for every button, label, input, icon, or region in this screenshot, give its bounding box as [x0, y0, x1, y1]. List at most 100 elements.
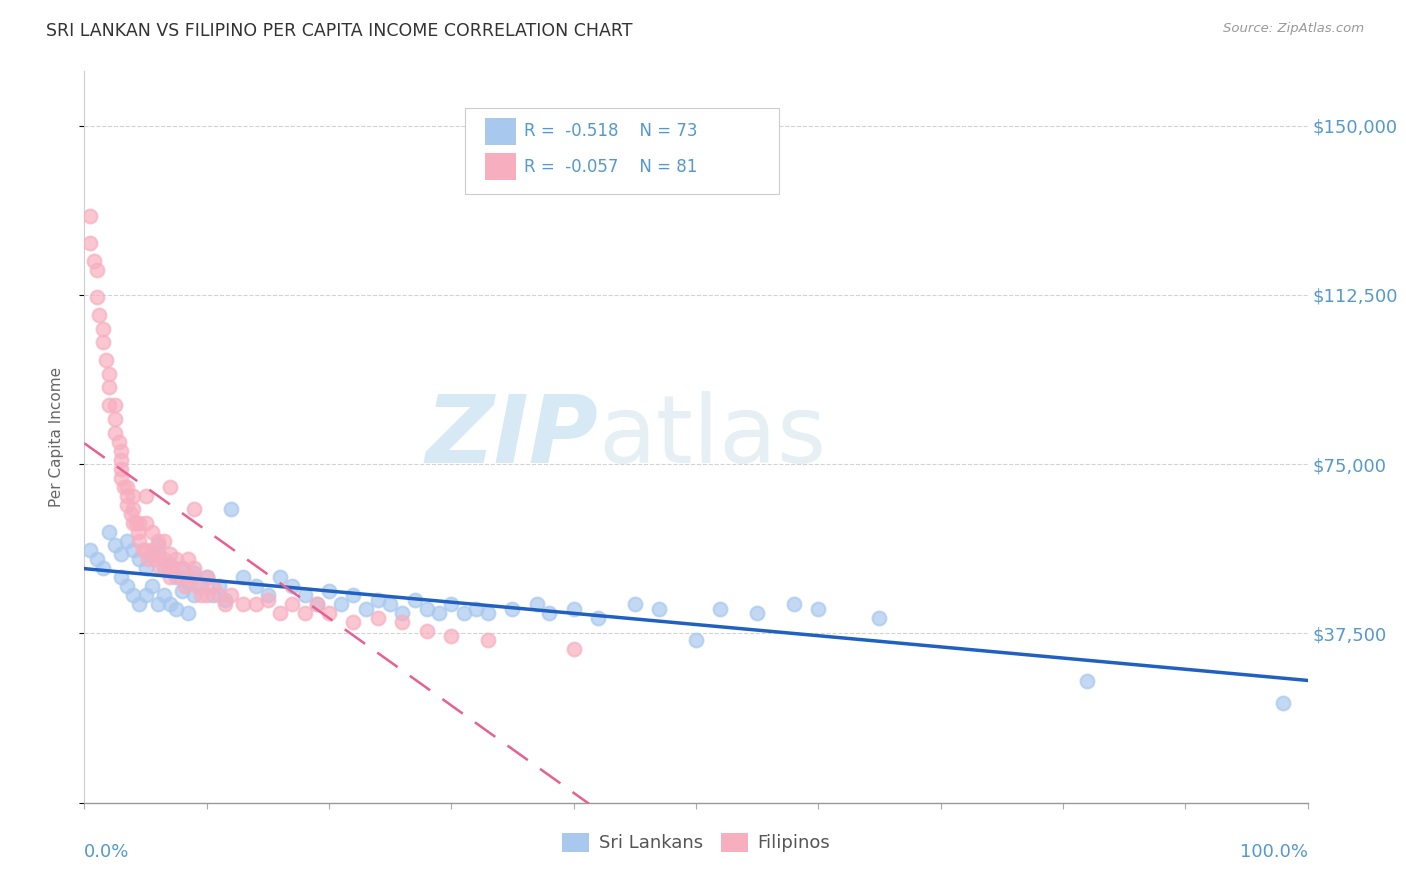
- Point: [807, 601, 830, 615]
- Point: [165, 601, 187, 615]
- Point: [464, 601, 486, 615]
- Point: [477, 633, 499, 648]
- Point: [104, 412, 127, 426]
- Text: R =  -0.518    N = 73: R = -0.518 N = 73: [524, 122, 697, 140]
- Point: [330, 597, 353, 611]
- Point: [79, 209, 101, 223]
- Point: [586, 610, 609, 624]
- Point: [173, 579, 195, 593]
- Point: [110, 548, 132, 562]
- Point: [214, 597, 236, 611]
- Point: [783, 597, 806, 611]
- Text: R =  -0.057    N = 81: R = -0.057 N = 81: [524, 158, 697, 176]
- Point: [135, 516, 157, 530]
- Point: [181, 570, 204, 584]
- Point: [245, 597, 267, 611]
- Point: [165, 570, 187, 584]
- Point: [141, 579, 163, 593]
- Point: [562, 601, 585, 615]
- Point: [201, 579, 224, 593]
- Point: [183, 502, 205, 516]
- Point: [281, 579, 304, 593]
- Point: [136, 552, 159, 566]
- Point: [153, 561, 176, 575]
- Point: [159, 548, 181, 562]
- Point: [232, 597, 254, 611]
- Point: [141, 548, 163, 562]
- Point: [245, 579, 267, 593]
- Text: SRI LANKAN VS FILIPINO PER CAPITA INCOME CORRELATION CHART: SRI LANKAN VS FILIPINO PER CAPITA INCOME…: [46, 22, 633, 40]
- Point: [115, 489, 138, 503]
- Point: [404, 592, 426, 607]
- Point: [115, 498, 138, 512]
- Point: [110, 471, 132, 485]
- Y-axis label: Per Capita Income: Per Capita Income: [49, 367, 63, 508]
- Point: [96, 353, 118, 368]
- Point: [172, 561, 194, 575]
- Point: [153, 533, 176, 548]
- Point: [165, 552, 187, 566]
- Point: [110, 443, 132, 458]
- Point: [146, 597, 169, 611]
- Point: [367, 592, 389, 607]
- Point: [86, 263, 108, 277]
- Point: [91, 561, 114, 575]
- Point: [86, 552, 108, 566]
- Point: [195, 588, 218, 602]
- Point: [183, 566, 205, 580]
- Point: [183, 561, 205, 575]
- Point: [115, 480, 138, 494]
- Point: [172, 583, 194, 598]
- Point: [122, 502, 145, 516]
- Point: [685, 633, 707, 648]
- Point: [127, 524, 149, 539]
- Point: [624, 597, 647, 611]
- Point: [128, 552, 150, 566]
- Point: [1076, 673, 1098, 688]
- Point: [391, 606, 413, 620]
- Point: [122, 543, 145, 558]
- Point: [318, 606, 340, 620]
- Point: [115, 579, 138, 593]
- Text: atlas: atlas: [598, 391, 827, 483]
- Point: [219, 588, 242, 602]
- Point: [128, 516, 150, 530]
- Point: [177, 606, 200, 620]
- Point: [172, 561, 194, 575]
- Point: [110, 461, 132, 475]
- Point: [110, 570, 132, 584]
- Point: [208, 588, 231, 602]
- Point: [538, 606, 561, 620]
- Point: [153, 588, 176, 602]
- Point: [195, 570, 218, 584]
- Point: [214, 592, 236, 607]
- Point: [153, 552, 176, 566]
- Legend: Sri Lankans, Filipinos: Sri Lankans, Filipinos: [555, 826, 837, 860]
- Point: [177, 552, 200, 566]
- Point: [380, 597, 402, 611]
- Point: [709, 601, 731, 615]
- Point: [269, 606, 291, 620]
- Point: [122, 489, 145, 503]
- Point: [453, 606, 475, 620]
- Point: [104, 399, 127, 413]
- Point: [354, 601, 377, 615]
- Point: [128, 597, 150, 611]
- Point: [502, 601, 524, 615]
- Point: [159, 570, 181, 584]
- Point: [146, 533, 169, 548]
- Point: [97, 524, 120, 539]
- Point: [294, 606, 316, 620]
- Point: [269, 570, 291, 584]
- Point: [83, 254, 105, 268]
- Point: [162, 561, 184, 575]
- Point: [526, 597, 548, 611]
- Point: [110, 452, 132, 467]
- Point: [128, 533, 150, 548]
- Point: [97, 367, 120, 381]
- Point: [183, 588, 205, 602]
- Point: [97, 380, 120, 394]
- Point: [143, 552, 166, 566]
- Point: [156, 561, 179, 575]
- Point: [159, 480, 181, 494]
